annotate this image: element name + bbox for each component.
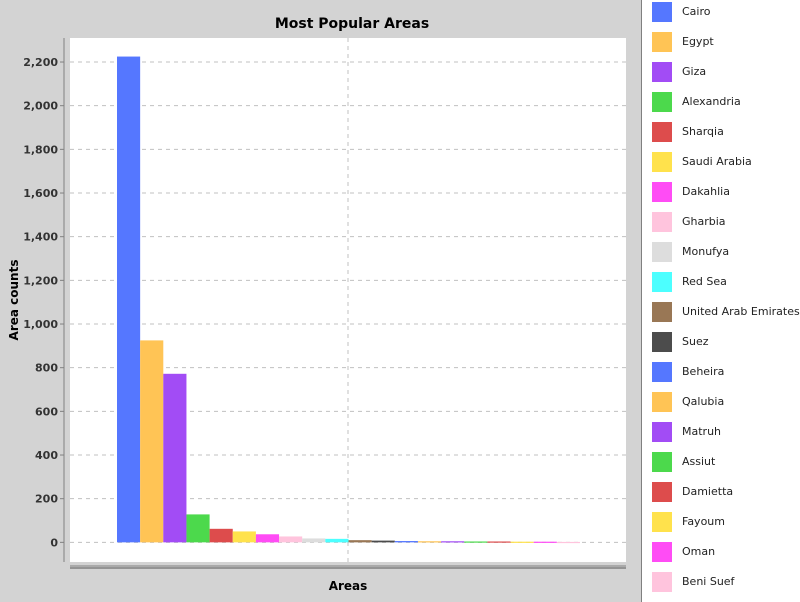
x-axis-label: Areas (329, 579, 368, 593)
legend-swatch (652, 302, 672, 322)
legend-label: Matruh (682, 425, 722, 438)
legend-item: Fayoum (652, 512, 800, 532)
legend-swatch (652, 62, 672, 82)
bar-matruh (441, 541, 465, 543)
legend-swatch (652, 332, 672, 352)
bar-qalubia (417, 541, 442, 543)
legend-swatch (652, 2, 672, 22)
legend-item: Sharqia (652, 122, 800, 142)
bar-dakahlia (255, 534, 280, 543)
y-tick-label: 1,600 (23, 187, 58, 200)
legend-label: Oman (682, 545, 716, 558)
legend-swatch (652, 212, 672, 232)
legend-swatch (652, 92, 672, 112)
legend-label: Egypt (682, 35, 714, 48)
legend-item: Oman (652, 542, 800, 562)
legend-item: Red Sea (652, 272, 800, 292)
legend-label: Sharqia (682, 125, 724, 138)
legend-item: Damietta (652, 482, 800, 502)
legend-label: Gharbia (682, 215, 726, 228)
legend-item: Gharbia (652, 212, 800, 232)
legend-swatch (652, 272, 672, 292)
bar-cairo (117, 56, 141, 543)
legend-label: Suez (682, 335, 709, 348)
bar-fayoum (510, 541, 534, 543)
legend-swatch (652, 482, 672, 502)
legend-swatch (652, 152, 672, 172)
y-tick-label: 1,200 (23, 274, 58, 287)
bar-red-sea (325, 538, 349, 543)
bar-gharbia (279, 536, 303, 543)
legend-label: Saudi Arabia (682, 155, 752, 168)
legend-item: Beni Suef (652, 572, 800, 592)
chart-title: Most Popular Areas (275, 16, 429, 32)
legend-item: Saudi Arabia (652, 152, 800, 172)
legend-label: Damietta (682, 485, 734, 498)
bar-monufya (302, 538, 326, 543)
bar-oman (533, 541, 557, 543)
legend-item: Giza (652, 62, 800, 82)
legend-label: Red Sea (682, 275, 727, 288)
legend-swatch (652, 422, 672, 442)
y-tick-label: 400 (35, 449, 58, 462)
legend-label: Assiut (682, 455, 716, 468)
y-tick-label: 600 (35, 405, 58, 418)
bar-alexandria (186, 514, 210, 543)
legend-item: Egypt (652, 32, 800, 52)
bars (117, 56, 580, 544)
y-tick-label: 1,800 (23, 143, 58, 156)
legend-label: Beheira (682, 365, 725, 378)
legend-label: Dakahlia (682, 185, 730, 198)
y-axis: 0 200 400 600 800 1,000 1,200 1,400 1,600 1,800 2,… (23, 56, 64, 549)
y-tick-label: 1,400 (23, 231, 58, 244)
bar-damietta (487, 541, 511, 543)
legend-swatch (652, 362, 672, 382)
bar-beni-suef (556, 541, 580, 544)
legend-label: Qalubia (682, 395, 725, 408)
bar-assiut (464, 541, 488, 543)
legend-swatch (652, 572, 672, 592)
y-tick-label: 800 (35, 362, 58, 375)
bar-sharqia (209, 528, 233, 543)
legend-item: United Arab Emirates (652, 302, 800, 322)
bar-beheira (394, 541, 418, 543)
legend-label: Alexandria (682, 95, 741, 108)
legend: Cairo Egypt Giza Alexandria Sharqia Saudi Ara… (641, 0, 800, 602)
legend-label: United Arab Emirates (682, 305, 800, 318)
legend-label: Monufya (682, 245, 730, 258)
y-tick-label: 2,200 (23, 56, 58, 69)
legend-swatch (652, 32, 672, 52)
legend-label: Cairo (682, 5, 711, 18)
legend-label: Beni Suef (682, 575, 735, 588)
legend-item: Suez (652, 332, 800, 352)
legend-label: Giza (682, 65, 707, 78)
legend-swatch (652, 512, 672, 532)
y-axis-label: Area counts (7, 260, 21, 341)
legend-item: Monufya (652, 242, 800, 262)
legend-item: Alexandria (652, 92, 800, 112)
legend-swatch (652, 452, 672, 472)
bar-giza (163, 373, 187, 543)
legend-swatch (652, 122, 672, 142)
bar-saudi-arabia (232, 531, 256, 543)
y-tick-label: 2,000 (23, 100, 58, 113)
legend-item: Cairo (652, 2, 800, 22)
legend-item: Dakahlia (652, 182, 800, 202)
legend-label: Fayoum (682, 515, 725, 528)
legend-swatch (652, 542, 672, 562)
y-tick-label: 0 (50, 536, 58, 549)
y-tick-label: 1,000 (23, 318, 58, 331)
legend-item: Assiut (652, 452, 800, 472)
legend-swatch (652, 392, 672, 412)
legend-item: Qalubia (652, 392, 800, 412)
bar-suez (371, 540, 395, 543)
legend-item: Beheira (652, 362, 800, 382)
bar-united-arab-emirates (348, 540, 372, 543)
legend-swatch (652, 182, 672, 202)
bar-egypt (140, 340, 164, 543)
legend-item: Matruh (652, 422, 800, 442)
legend-swatch (652, 242, 672, 262)
y-tick-label: 200 (35, 493, 58, 506)
